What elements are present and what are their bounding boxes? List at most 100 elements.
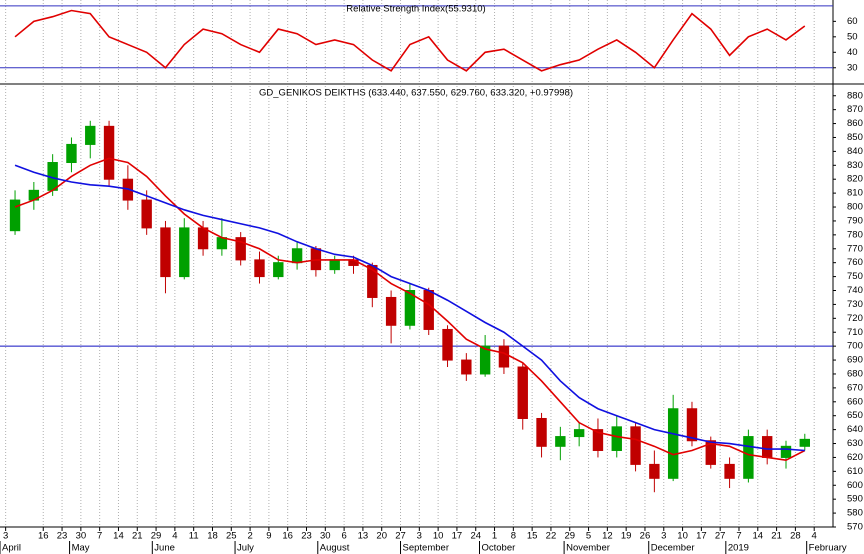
x-tick-label: 16 <box>282 531 293 542</box>
x-tick-label: 22 <box>546 531 557 542</box>
candle-body <box>780 445 792 458</box>
y-tick-label: 840 <box>847 146 863 157</box>
month-label: April <box>2 543 21 554</box>
x-tick-label: 17 <box>696 531 707 542</box>
x-tick-label: 15 <box>527 531 538 542</box>
candle-body <box>611 426 622 451</box>
x-tick-label: 6 <box>341 531 346 542</box>
y-tick-label: 820 <box>847 174 863 185</box>
x-tick-label: 23 <box>57 531 68 542</box>
y-tick-label: 800 <box>847 202 863 213</box>
y-tick-label: 700 <box>847 341 863 352</box>
line <box>14 157 806 462</box>
y-tick-label: 570 <box>847 522 863 533</box>
candle-body <box>254 259 265 278</box>
month-label: 2019 <box>728 543 749 554</box>
x-tick-label: 10 <box>677 531 688 542</box>
month-label: October <box>481 543 515 554</box>
month-label: August <box>320 543 350 554</box>
y-tick-label: 620 <box>847 452 863 463</box>
candle-body <box>9 199 21 232</box>
panel-title: Relative Strength Index(55.9310) <box>346 4 485 15</box>
candle-body <box>517 366 528 419</box>
x-tick-label: 3 <box>3 531 8 542</box>
y-tick-label: 690 <box>847 355 863 366</box>
month-label: September <box>403 543 449 554</box>
x-tick-label: 2 <box>247 531 252 542</box>
candle-body <box>103 125 115 180</box>
candle-body <box>291 248 303 264</box>
panel-title: GD_GENIKOS DEIKTHS (633.440, 637.550, 62… <box>259 88 573 99</box>
x-tick-label: 9 <box>266 531 271 542</box>
y-tick-label: 600 <box>847 480 863 491</box>
candle-body <box>724 463 735 479</box>
x-tick-label: 14 <box>113 531 124 542</box>
x-tick-label: 23 <box>301 531 312 542</box>
y-tick-label: 850 <box>847 132 863 143</box>
x-tick-label: 11 <box>189 531 199 542</box>
x-tick-label: 28 <box>790 531 801 542</box>
x-tick-label: 27 <box>715 531 726 542</box>
y-tick-label: 760 <box>847 257 863 268</box>
candle-body <box>197 227 209 250</box>
line <box>14 164 805 452</box>
candle-body <box>442 328 453 361</box>
y-tick-label: 880 <box>847 90 863 101</box>
x-tick-label: 12 <box>602 531 613 542</box>
y-tick-label: 650 <box>847 410 863 421</box>
x-tick-label: 18 <box>207 531 218 542</box>
y-tick-label: 720 <box>847 313 863 324</box>
y-tick-label: 640 <box>847 424 863 435</box>
month-label: June <box>154 543 175 554</box>
y-tick-label: 710 <box>847 327 863 338</box>
x-tick-label: 19 <box>621 531 632 542</box>
candle-body <box>555 436 566 447</box>
candle-body <box>686 408 698 442</box>
x-tick-label: 8 <box>511 531 516 542</box>
candle-body <box>160 227 171 278</box>
y-tick-label: 660 <box>847 396 863 407</box>
x-tick-label: 7 <box>736 531 741 542</box>
y-tick-label: 580 <box>847 508 863 519</box>
y-tick-label: 680 <box>847 368 863 379</box>
candle-body <box>761 436 773 458</box>
x-tick-label: 3 <box>417 531 422 542</box>
x-tick-label: 26 <box>640 531 651 542</box>
candle-body <box>385 296 397 326</box>
x-tick-label: 4 <box>172 531 177 542</box>
month-label: February <box>809 543 847 554</box>
candle-body <box>461 359 472 375</box>
x-tick-label: 20 <box>376 531 387 542</box>
y-tick-label: 590 <box>847 494 863 505</box>
x-tick-label: 4 <box>812 531 817 542</box>
y-tick-label: 790 <box>847 215 863 226</box>
y-tick-label: 770 <box>847 243 863 254</box>
y-tick-label: 860 <box>847 118 863 129</box>
y-tick-label: 50 <box>847 31 858 42</box>
y-tick-label: 810 <box>847 188 863 199</box>
candle-body <box>66 143 77 164</box>
x-tick-label: 25 <box>226 531 237 542</box>
candle-body <box>705 440 716 465</box>
y-tick-label: 610 <box>847 466 863 477</box>
y-tick-label: 670 <box>847 382 863 393</box>
y-tick-label: 750 <box>847 271 863 282</box>
candle-body <box>498 345 510 368</box>
x-tick-label: 21 <box>771 531 782 542</box>
candle-body <box>479 345 491 375</box>
x-tick-label: 1 <box>492 531 497 542</box>
candle-body <box>141 199 152 229</box>
x-tick-label: 24 <box>470 531 481 542</box>
x-tick-label: 13 <box>358 531 369 542</box>
candle-body <box>85 125 96 145</box>
candle-body <box>630 426 641 465</box>
month-label: May <box>72 543 90 554</box>
candle-body <box>743 436 754 479</box>
month-label: November <box>566 543 610 554</box>
candle-body <box>649 463 660 479</box>
candle-body <box>423 290 434 330</box>
y-tick-label: 40 <box>847 47 858 58</box>
x-tick-label: 27 <box>395 531 406 542</box>
x-tick-label: 10 <box>433 531 444 542</box>
